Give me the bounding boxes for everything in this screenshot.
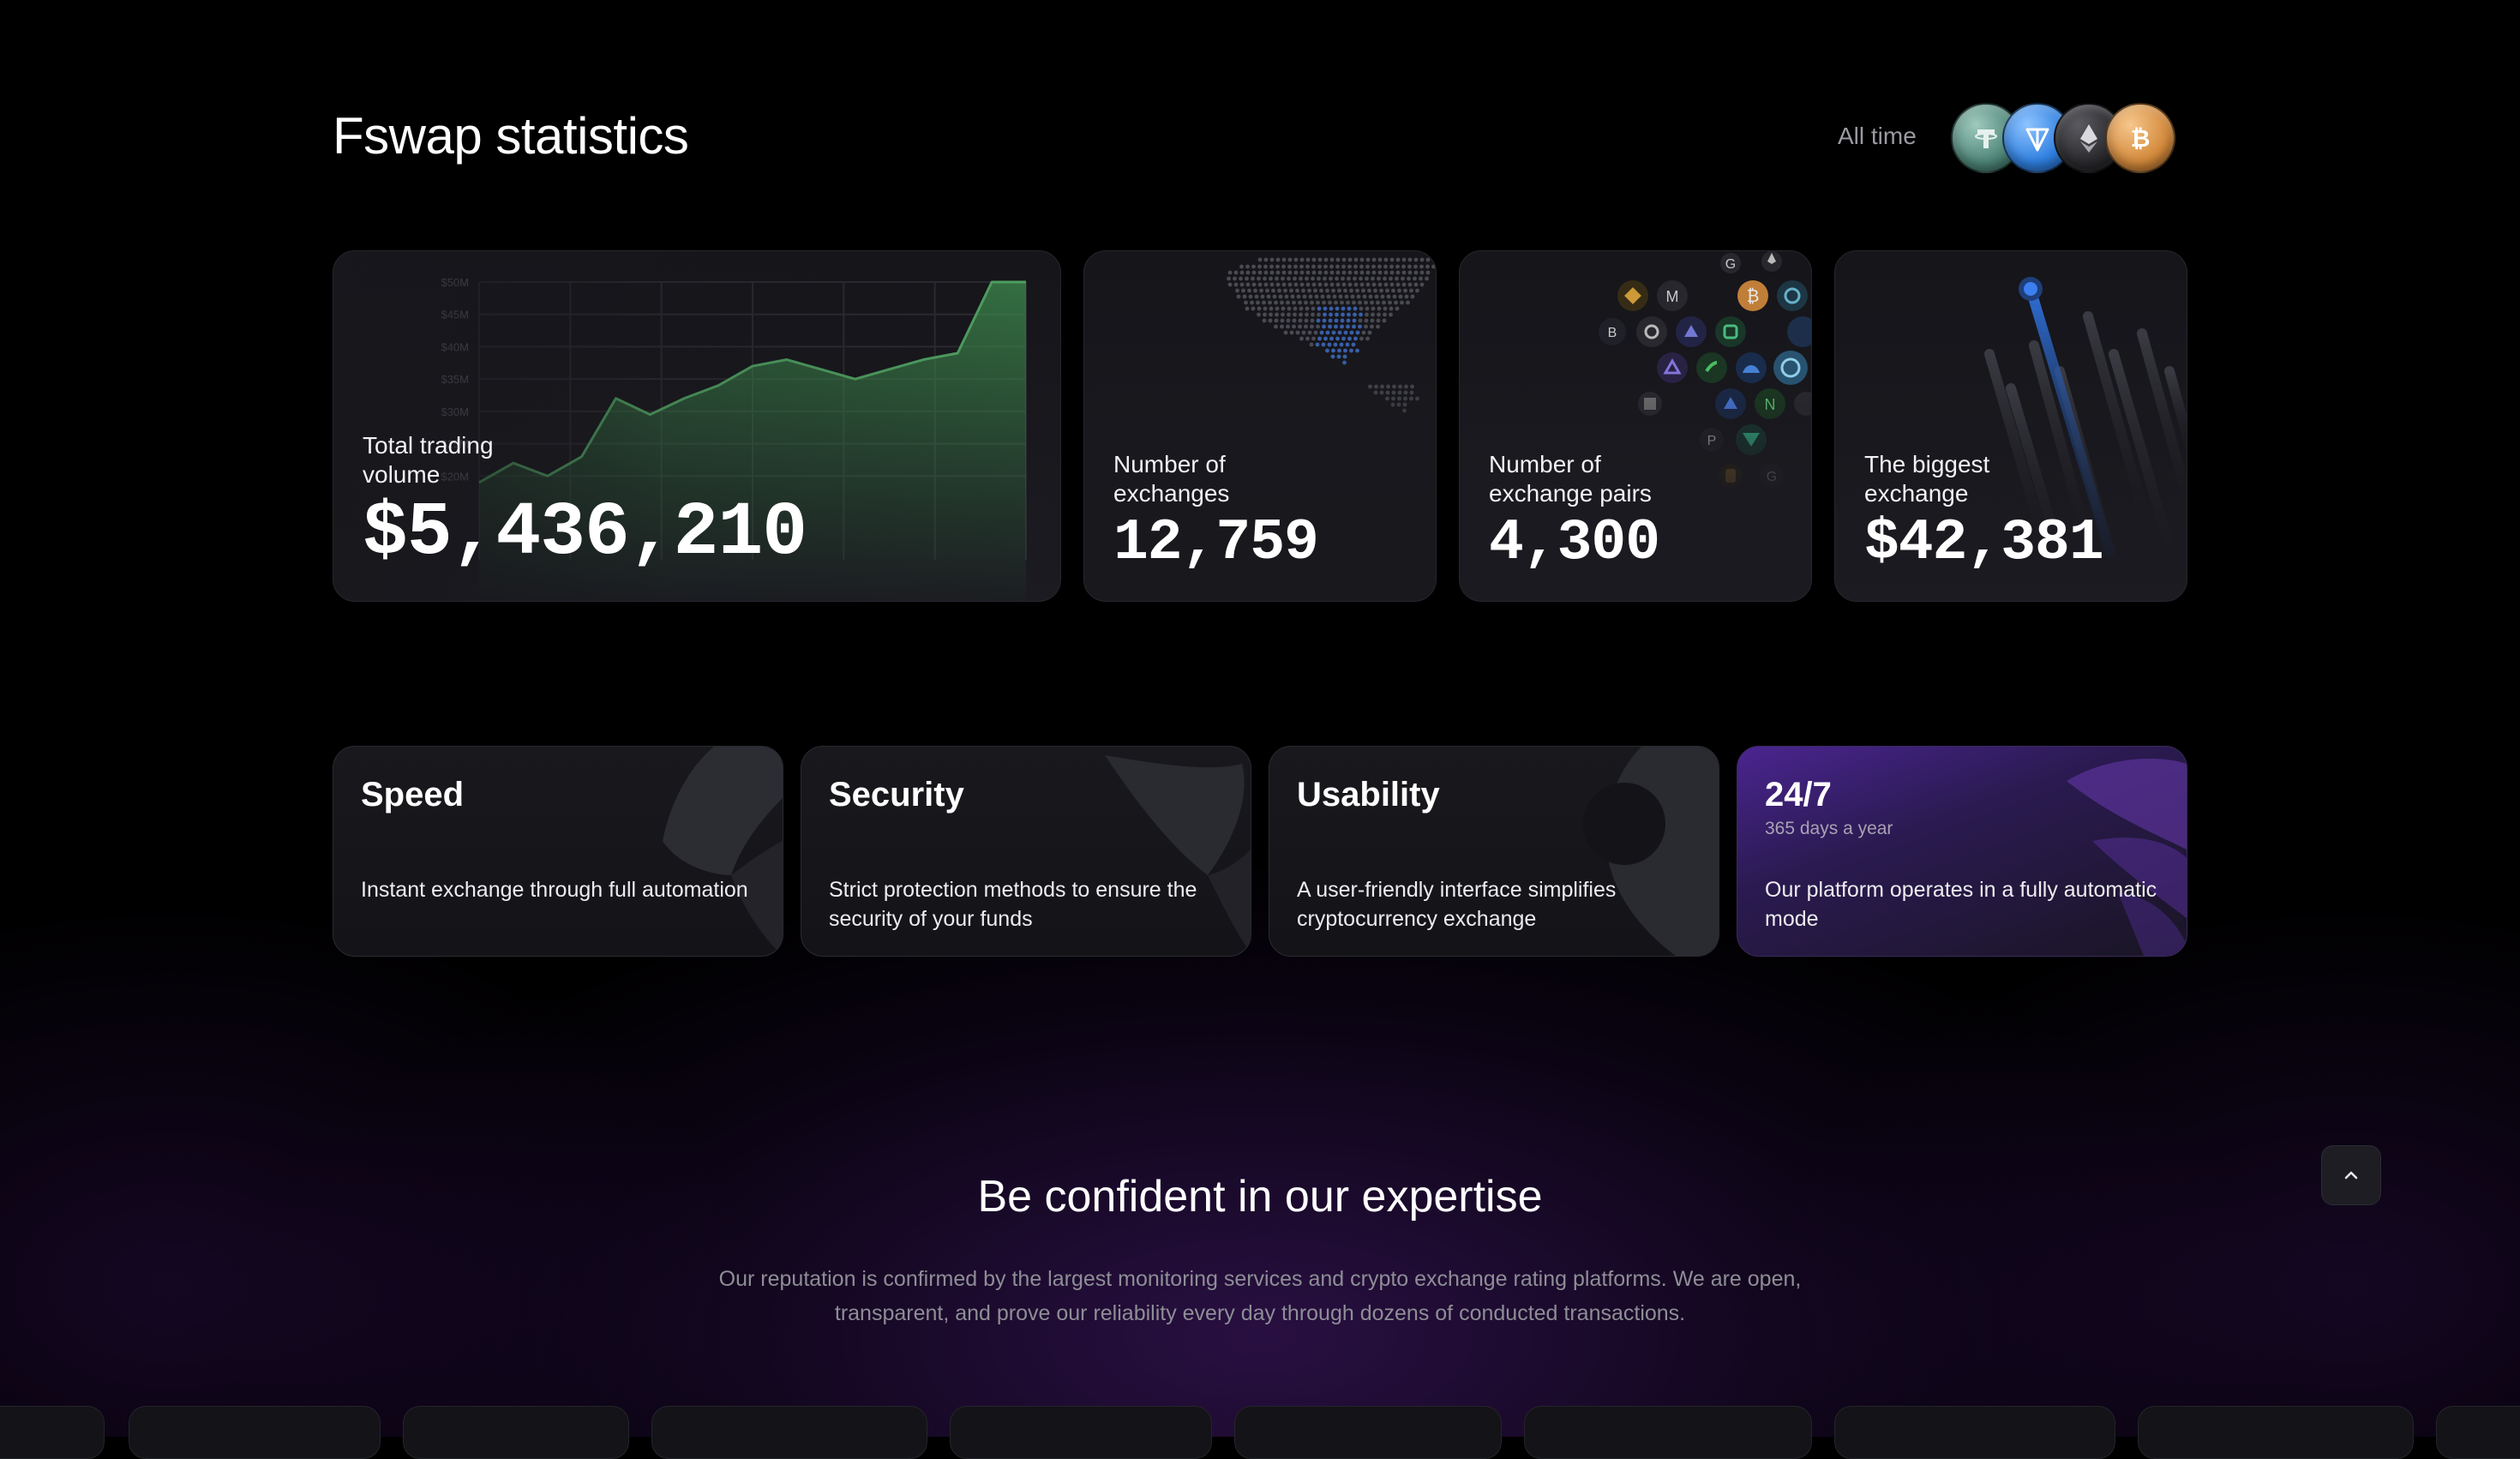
partner-logo[interactable] bbox=[1234, 1406, 1502, 1459]
svg-text:₿: ₿ bbox=[2131, 125, 2151, 152]
speed-shape-icon bbox=[611, 747, 783, 956]
scroll-to-top-button[interactable] bbox=[2321, 1145, 2381, 1205]
stat-card-exchanges: Number of exchanges 12,759 bbox=[1083, 250, 1437, 602]
feature-description: A user-friendly interface simplifies cry… bbox=[1297, 875, 1700, 934]
stat-label: Total trading volume bbox=[363, 431, 494, 489]
svg-text:M: M bbox=[1666, 288, 1679, 305]
svg-text:G: G bbox=[1725, 257, 1736, 272]
stat-label: Number of exchanges bbox=[1113, 450, 1229, 508]
coin-stack: ₿ bbox=[1951, 103, 2182, 173]
stat-value: 12,759 bbox=[1113, 510, 1318, 576]
feature-card-24-7: 24/7 365 days a year Our platform operat… bbox=[1737, 746, 2187, 957]
partner-logo[interactable] bbox=[2138, 1406, 2414, 1459]
feature-card-usability: Usability A user-friendly interface simp… bbox=[1269, 746, 1719, 957]
stat-label: Number of exchange pairs bbox=[1489, 450, 1652, 508]
partner-logo[interactable] bbox=[403, 1406, 629, 1459]
bitcoin-icon: ₿ bbox=[2105, 103, 2175, 173]
partner-logos-row bbox=[0, 1406, 2520, 1437]
stat-value: $5,436,210 bbox=[363, 491, 807, 576]
svg-text:₿: ₿ bbox=[1747, 287, 1760, 306]
feature-title: Usability bbox=[1297, 776, 1440, 814]
period-selector[interactable]: All time bbox=[1838, 123, 1917, 150]
feature-title: Speed bbox=[361, 776, 464, 814]
feature-card-security: Security Strict protection methods to en… bbox=[801, 746, 1251, 957]
expertise-text: Our reputation is confirmed by the large… bbox=[686, 1262, 1834, 1330]
feature-card-speed: Speed Instant exchange through full auto… bbox=[333, 746, 783, 957]
feature-subtitle: 365 days a year bbox=[1765, 819, 1893, 839]
partner-logo[interactable] bbox=[1524, 1406, 1812, 1459]
chevron-up-icon bbox=[2340, 1164, 2362, 1186]
feature-description: Strict protection methods to ensure the … bbox=[829, 875, 1232, 934]
partner-logo[interactable] bbox=[1834, 1406, 2115, 1459]
stat-card-trading-volume: $50M$45M$40M$35M$30M$25M$20M Total tradi… bbox=[333, 250, 1061, 602]
partner-logo[interactable] bbox=[2436, 1406, 2520, 1459]
feature-title: Security bbox=[829, 776, 964, 814]
expertise-title: Be confident in our expertise bbox=[0, 1171, 2520, 1222]
partner-logo[interactable] bbox=[651, 1406, 927, 1459]
partner-logo[interactable] bbox=[0, 1406, 105, 1459]
stat-label: The biggest exchange bbox=[1864, 450, 1989, 508]
partner-logo[interactable] bbox=[950, 1406, 1212, 1459]
stat-value: 4,300 bbox=[1489, 510, 1659, 576]
feature-description: Instant exchange through full automation bbox=[361, 875, 764, 904]
svg-text:B: B bbox=[1608, 326, 1617, 340]
page-title: Fswap statistics bbox=[333, 106, 688, 165]
feature-description: Our platform operates in a fully automat… bbox=[1765, 875, 2168, 934]
stat-card-exchange-pairs: G M ₿ B N P G bbox=[1459, 250, 1812, 602]
stat-value: $42,381 bbox=[1864, 510, 2103, 576]
stat-card-biggest-exchange: The biggest exchange $42,381 bbox=[1834, 250, 2187, 602]
feature-title: 24/7 bbox=[1765, 776, 1832, 814]
partner-logo[interactable] bbox=[129, 1406, 381, 1459]
